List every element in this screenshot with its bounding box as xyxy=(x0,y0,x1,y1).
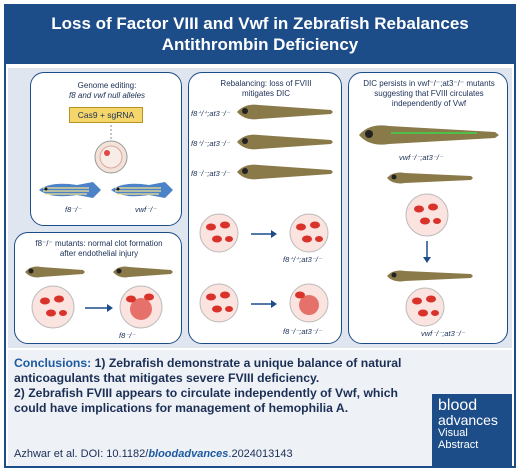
clot-magnified-icon xyxy=(119,285,163,329)
title-line-1: Loss of Factor VIII and Vwf in Zebrafish… xyxy=(51,14,469,33)
clot-magnified-icon xyxy=(289,283,329,323)
conclusions-text: Conclusions: 1) Zebrafish demonstrate a … xyxy=(14,356,414,416)
larva-icon xyxy=(237,164,333,180)
larva-icon xyxy=(237,104,333,120)
conclusions-heading: Conclusions: xyxy=(14,356,92,370)
larva-icon xyxy=(237,134,333,150)
genotype-row-2: f8⁺/⁻;at3⁻/⁻ xyxy=(191,139,230,148)
conclusion-point-2: 2) Zebrafish FVIII appears to circulate … xyxy=(14,386,398,415)
citation: Azhwar et al. DOI: 10.1182/bloodadvances… xyxy=(14,448,293,460)
larva-icon xyxy=(359,125,499,145)
dic-magnified-icon xyxy=(405,287,445,327)
arrow-right-icon xyxy=(85,304,113,312)
panel-dic-persists: DIC persists in vwf⁻/⁻;at3⁻/⁻ mutants su… xyxy=(348,72,508,344)
arrow-right-icon xyxy=(251,230,277,238)
panel-genome-editing: Genome editing: f8 and vwf null alleles … xyxy=(30,72,182,226)
dic-magnified-icon xyxy=(405,193,449,237)
dic-label-bottom: vwf⁻/⁻;at3⁻/⁻ xyxy=(421,329,465,338)
rebal-label-b: f8⁻/⁻;at3⁻/⁻ xyxy=(283,327,322,336)
genome-heading: Genome editing: f8 and vwf null alleles xyxy=(68,81,146,100)
conclusions-section: Conclusions: 1) Zebrafish demonstrate a … xyxy=(8,350,512,466)
zebrafish-f8-icon xyxy=(39,182,101,198)
dic-magnified-icon xyxy=(289,213,329,253)
rebal-label-a: f8⁺/⁺;at3⁻/⁻ xyxy=(283,255,322,264)
vessel-magnified-icon xyxy=(31,285,75,329)
conclusion-point-1: 1) Zebrafish demonstrate a unique balanc… xyxy=(14,356,402,385)
fish-label-vwf: vwf⁻/⁻ xyxy=(135,205,157,214)
injection-embryo-icon xyxy=(94,125,128,174)
arrow-right-icon xyxy=(251,300,277,308)
vessel-magnified-icon xyxy=(199,213,239,253)
title-line-2: Antithrombin Deficiency xyxy=(161,35,359,54)
panel-clot-formation: f8⁻/⁻ mutants: normal clot formation aft… xyxy=(14,232,182,344)
clot-genotype-label: f8⁻/⁻ xyxy=(119,331,136,340)
panel-rebalancing: Rebalancing: loss of FVIII mitigates DIC… xyxy=(188,72,342,344)
clot-heading: f8⁻/⁻ mutants: normal clot formation aft… xyxy=(35,239,163,258)
genotype-row-3: f8⁻/⁻;at3⁻/⁻ xyxy=(191,169,230,178)
blood-advances-logo: blood advances Visual Abstract xyxy=(432,394,512,466)
genotype-row-1: f8⁺/⁺;at3⁻/⁻ xyxy=(191,109,230,118)
larva-icon xyxy=(25,266,85,278)
larva-icon xyxy=(113,266,173,278)
arrow-down-icon xyxy=(423,241,431,263)
dic-heading: DIC persists in vwf⁻/⁻;at3⁻/⁻ mutants su… xyxy=(363,79,495,108)
larva-icon xyxy=(387,270,473,282)
fish-label-f8: f8⁻/⁻ xyxy=(65,205,82,214)
vessel-magnified-icon xyxy=(199,283,239,323)
rebal-heading: Rebalancing: loss of FVIII mitigates DIC xyxy=(220,79,312,98)
zebrafish-vwf-icon xyxy=(111,182,173,198)
figure-area: Genome editing: f8 and vwf null alleles … xyxy=(8,68,512,348)
visual-abstract: Loss of Factor VIII and Vwf in Zebrafish… xyxy=(4,4,516,468)
larva-icon xyxy=(387,172,473,184)
dic-label-top: vwf⁻/⁻;at3⁻/⁻ xyxy=(399,153,443,162)
abstract-title: Loss of Factor VIII and Vwf in Zebrafish… xyxy=(6,6,514,64)
reagent-box: Cas9 + sgRNA xyxy=(69,107,143,123)
